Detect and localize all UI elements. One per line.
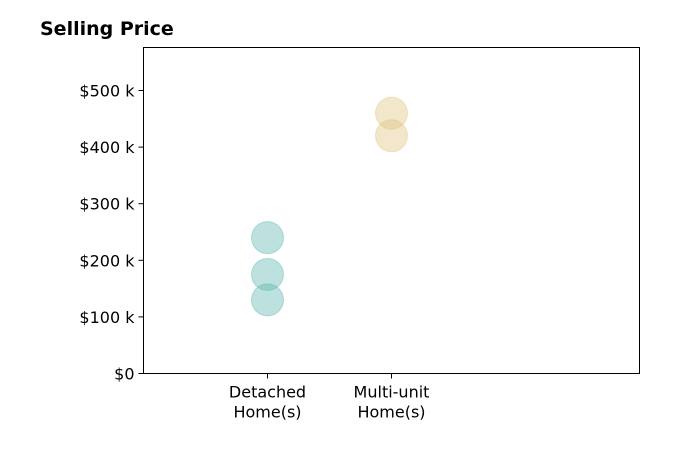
x-tick-label: Detached Home(s) — [229, 383, 306, 422]
point — [251, 257, 284, 291]
y-tick-label: $500 k — [79, 82, 135, 101]
x-tick-label: Multi-unit Home(s) — [354, 383, 430, 422]
point — [375, 119, 408, 153]
chart-title: Selling Price — [40, 18, 174, 40]
y-tick-label: $300 k — [79, 195, 135, 214]
plot-frame — [143, 47, 640, 374]
y-tick-label: $100 k — [79, 308, 135, 327]
y-tick-label: $0 — [114, 365, 134, 384]
point — [251, 221, 284, 255]
point — [375, 96, 408, 130]
y-tick-label: $200 k — [79, 251, 135, 270]
point — [251, 283, 284, 317]
y-tick-label: $400 k — [79, 138, 135, 157]
